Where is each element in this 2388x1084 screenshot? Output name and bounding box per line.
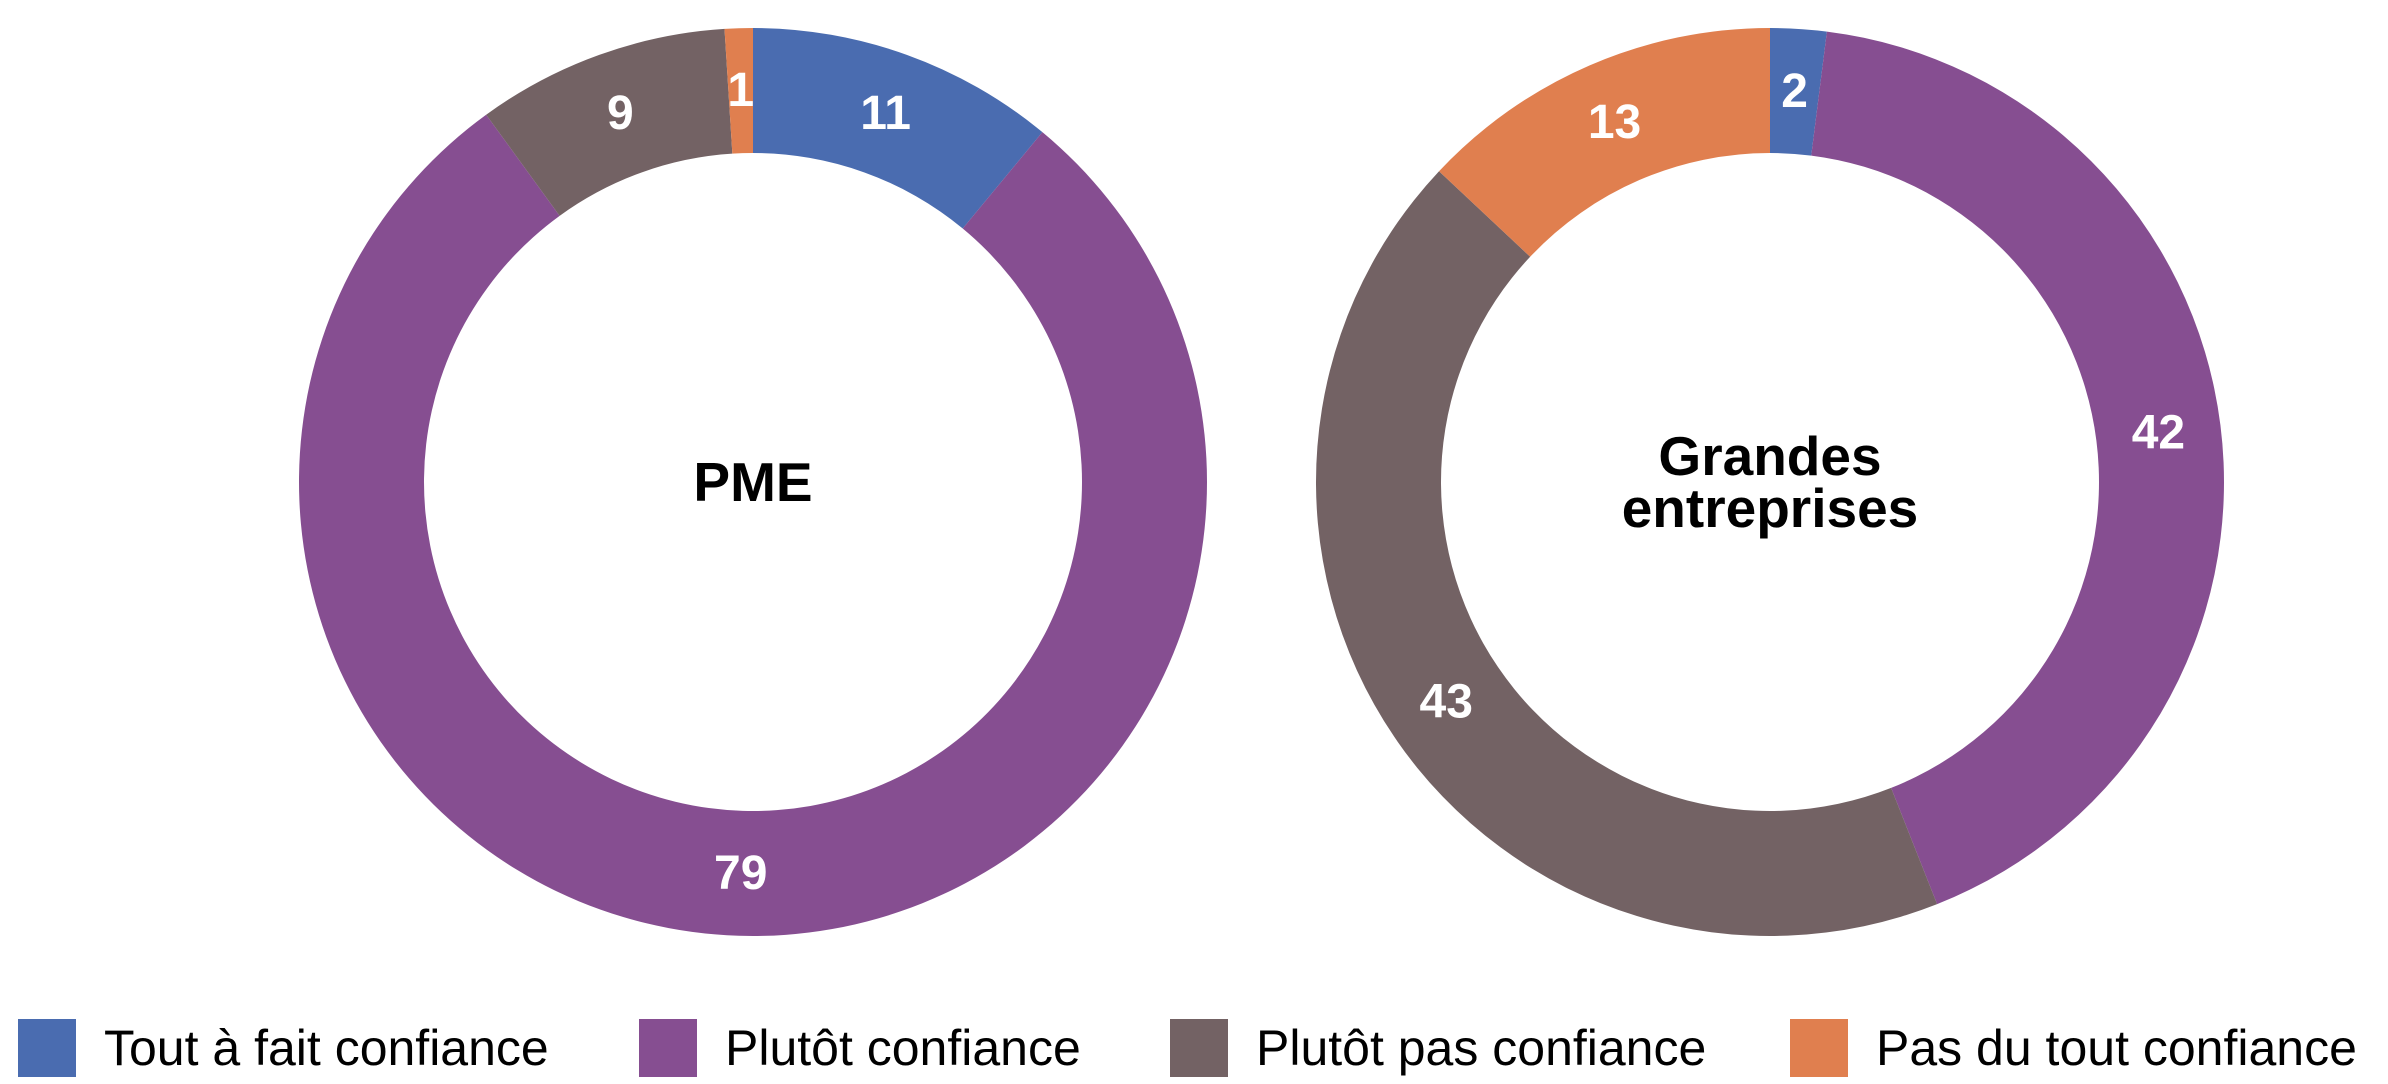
legend-label: Plutôt pas confiance [1256,1020,1707,1076]
donut-segment [1770,28,1827,156]
donut-segment [1439,28,1770,257]
donut-segment [486,28,733,216]
value-label: 13 [1588,96,1641,149]
value-label: 43 [1420,676,1473,729]
legend-item: Plutôt pas confiance [1170,1019,1706,1077]
legend-item: Pas du tout confiance [1790,1019,2357,1077]
legend-swatch [1790,1019,1848,1077]
chart: 11 79 9 1 2 42 43 13 [299,28,2224,937]
value-label: 42 [2132,406,2185,459]
legend-label: Tout à fait confiance [104,1020,549,1076]
donut-segment [1316,171,1938,937]
center-label: Grandes entreprises [1621,425,1919,539]
legend-swatch [18,1019,76,1077]
donut-segment [299,114,1208,937]
donut-segment [1811,31,2224,905]
donut-segment [753,28,1043,229]
legend-item: Plutôt confiance [639,1019,1081,1077]
value-label: 79 [714,847,767,900]
legend-item: Tout à fait confiance [18,1019,549,1077]
legend-swatch [1170,1019,1228,1077]
legend-swatch [639,1019,697,1077]
center-label: PME [693,451,813,513]
value-label: 2 [1781,65,1808,118]
value-label: 9 [607,87,634,140]
legend-label: Plutôt confiance [725,1020,1081,1076]
value-label: 11 [860,87,911,140]
donut-segment [724,28,753,154]
value-label: 1 [727,64,754,117]
legend-label: Pas du tout confiance [1876,1020,2357,1076]
